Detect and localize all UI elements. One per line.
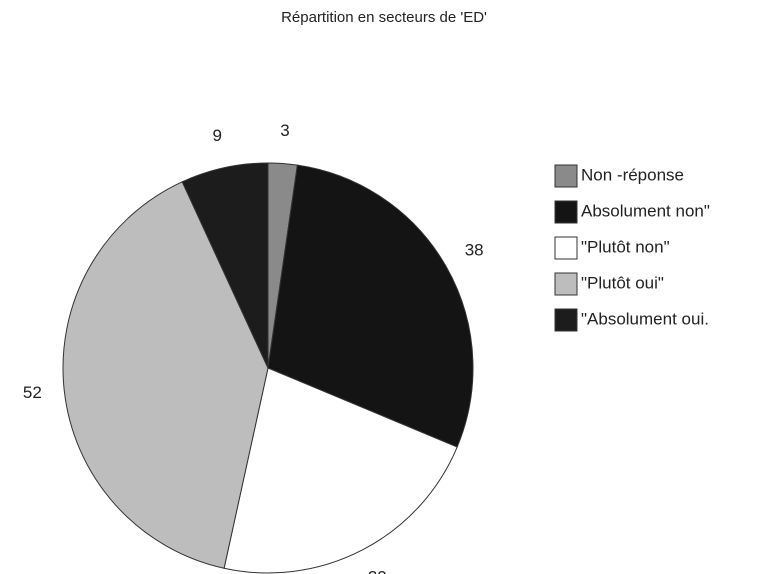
legend-label: "Absolument oui. (581, 309, 709, 328)
slice-label: 3 (280, 121, 289, 140)
legend-label: "Plutôt non" (581, 237, 670, 256)
legend-swatch (554, 272, 578, 296)
legend-label: Absolument non" (581, 201, 710, 220)
legend-label: Non -réponse (581, 165, 684, 184)
pie-slice (181, 162, 269, 369)
slice-label: 29 (368, 568, 387, 574)
legend-swatch (554, 308, 578, 332)
chart-title: Répartition en secteurs de 'ED' (281, 9, 487, 26)
legend-swatch (554, 200, 578, 224)
legend-swatch (554, 164, 578, 188)
slice-label: 9 (213, 126, 222, 145)
pie-slice (223, 367, 458, 574)
slice-label: 38 (465, 241, 484, 260)
legend-label: "Plutôt oui" (581, 273, 664, 292)
legend-swatch (554, 236, 578, 260)
pie-slice (267, 164, 474, 448)
slice-label: 52 (23, 383, 42, 402)
pie-slice (62, 181, 269, 569)
